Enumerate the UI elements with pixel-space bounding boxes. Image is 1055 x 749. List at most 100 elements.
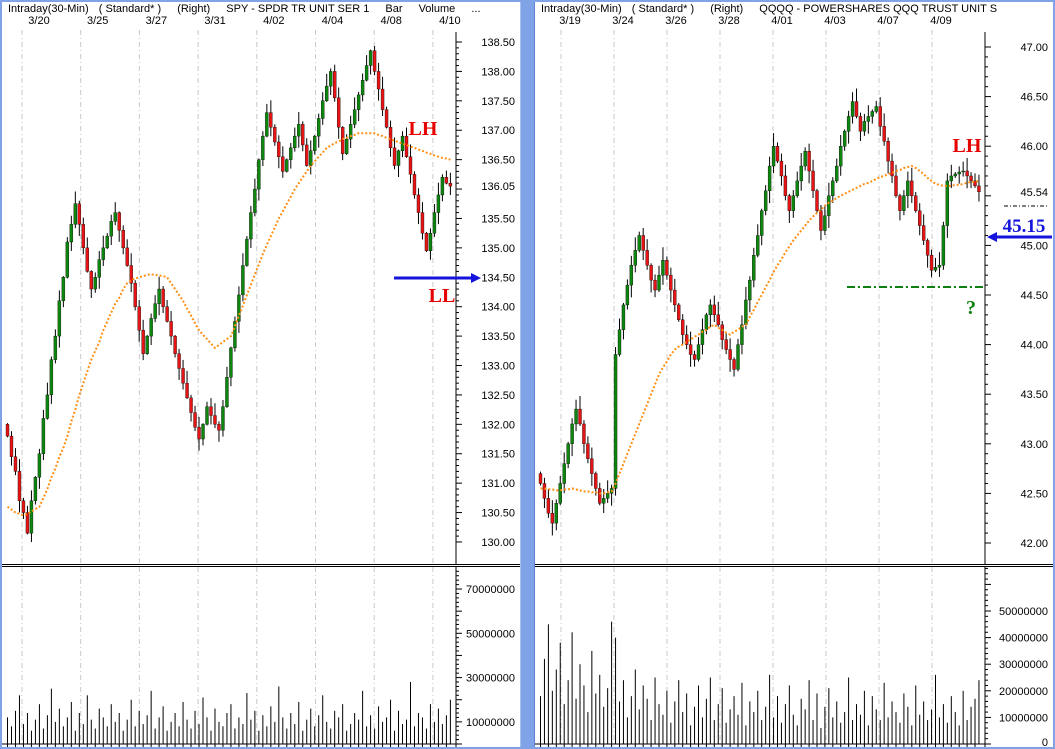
- price-axis-label: 130.50: [481, 508, 515, 520]
- price-axis-label: 137.50: [481, 96, 515, 108]
- volume-axis-label: 50000000: [999, 606, 1048, 618]
- price-axis: 138.50 138.00 137.50 137.00 136.50 136.05 135.…: [455, 32, 515, 564]
- date-label: 3/24: [612, 15, 634, 27]
- price-axis-label: 134.50: [481, 272, 515, 284]
- pane-divider[interactable]: [2, 564, 520, 567]
- volume-chart[interactable]: 50000000 40000000 30000000 20000000 10000000…: [535, 567, 1053, 747]
- lower-high-label: LH: [953, 135, 982, 157]
- chart-header: Intraday(30-Min) ( Standard* ) (Right) Q…: [535, 2, 1053, 17]
- date-label: 4/03: [824, 15, 846, 27]
- price-chart[interactable]: 47.00 46.50 46.00 45.54 45.00 44.50 44.00 43.50…: [535, 30, 1053, 564]
- price-axis-label: 47.00: [1020, 42, 1048, 54]
- price-axis-label: 44.00: [1020, 340, 1048, 352]
- volume-axis-label: 30000000: [466, 673, 515, 685]
- price-axis-label: 42.50: [1020, 488, 1048, 500]
- date-axis: 3/19 3/24 3/26 3/28 4/01 4/03 4/07 4/09: [535, 15, 1053, 30]
- date-label: 3/31: [204, 15, 226, 27]
- price-axis-label: 46.00: [1020, 141, 1048, 153]
- date-axis: 3/20 3/25 3/27 3/31 4/02 4/04 4/08 4/10: [2, 15, 520, 30]
- price-axis-label: 45.54: [1020, 187, 1048, 199]
- chart-header: Intraday(30-Min) ( Standard* ) (Right) S…: [2, 2, 520, 17]
- price-axis-label: 134.00: [481, 302, 515, 314]
- chart-style-label: Bar: [385, 3, 403, 15]
- date-label: 3/19: [559, 15, 581, 27]
- date-label: 3/25: [86, 15, 109, 27]
- price-axis-label: 138.00: [481, 66, 515, 78]
- candles-layer: [5, 45, 453, 543]
- price-axis: 47.00 46.50 46.00 45.54 45.00 44.50 44.00 43.50…: [984, 32, 1048, 564]
- volume-axis: 70000000 50000000 30000000 10000000: [455, 567, 515, 747]
- price-axis-label: 138.50: [481, 37, 515, 49]
- volume-axis-label: 10000000: [999, 712, 1048, 724]
- template-label: ( Standard* ): [98, 3, 162, 15]
- price-axis-label: 45.00: [1020, 240, 1048, 252]
- symbol-label: SPY - SPDR TR UNIT SER 1: [226, 3, 370, 15]
- price-axis-label: 46.50: [1020, 92, 1048, 104]
- spy-chart-panel: Intraday(30-Min) ( Standard* ) (Right) S…: [2, 2, 520, 747]
- price-axis-label: 43.50: [1020, 389, 1048, 401]
- price-chart[interactable]: 138.50 138.00 137.50 137.00 136.50 136.05 135.…: [2, 30, 520, 564]
- volume-axis-label: 30000000: [999, 659, 1048, 671]
- price-axis-label: 135.00: [481, 243, 515, 255]
- volume-axis-label: 40000000: [999, 633, 1048, 645]
- price-axis-label: 133.00: [481, 361, 515, 373]
- price-axis-label: 132.00: [481, 419, 515, 431]
- price-axis-label: 43.00: [1020, 439, 1048, 451]
- price-axis-label: 44.50: [1020, 290, 1048, 302]
- price-axis-label: 136.05: [481, 181, 515, 193]
- price-axis-label: 137.00: [481, 125, 515, 137]
- indicator-label: Volume: [418, 3, 456, 15]
- price-axis-label: 131.50: [481, 449, 515, 461]
- symbol-label: QQQQ - POWERSHARES QQQ TRUST UNIT S: [759, 3, 998, 15]
- price-axis-label: 133.50: [481, 331, 515, 343]
- price-axis-label: 132.50: [481, 390, 515, 402]
- moving-average-line: [6, 132, 451, 517]
- volume-axis-label: 50000000: [466, 628, 515, 640]
- annotations-layer: LH 45.15?: [847, 135, 1052, 319]
- volume-axis-label: 70000000: [466, 584, 515, 596]
- lower-low-arrow-head: [471, 273, 481, 283]
- panel-splitter[interactable]: [520, 2, 535, 747]
- gridlines: [21, 567, 434, 744]
- template-label: ( Standard* ): [631, 3, 695, 15]
- question-mark-label: ?: [966, 297, 976, 319]
- date-label: 4/07: [877, 15, 899, 27]
- date-label: 4/10: [439, 15, 461, 27]
- lower-high-label: LH: [409, 118, 438, 140]
- timeframe-label: Intraday(30-Min): [541, 3, 622, 15]
- volume-axis-label: 10000000: [466, 717, 515, 729]
- date-label: 3/20: [28, 15, 50, 27]
- scale-label: (Right): [710, 3, 744, 15]
- price-axis-label: 135.50: [481, 213, 515, 225]
- date-label: 3/27: [145, 15, 168, 27]
- volume-chart[interactable]: 70000000 50000000 30000000 10000000: [2, 567, 520, 747]
- date-label: 3/28: [718, 15, 740, 27]
- lower-low-label: LL: [429, 285, 456, 307]
- price-level-arrow-head: [987, 232, 997, 242]
- date-label: 4/02: [263, 15, 285, 27]
- date-label: 4/04: [321, 15, 344, 27]
- price-axis-label: 136.50: [481, 155, 515, 167]
- date-label: 4/01: [771, 15, 793, 27]
- volume-axis-label: 0: [1042, 737, 1048, 747]
- gridlines: [21, 30, 434, 564]
- date-label: 3/26: [665, 15, 687, 27]
- date-label: 4/08: [380, 15, 402, 27]
- annotations-layer: LH LL: [394, 118, 481, 307]
- qqqq-chart-panel: Intraday(30-Min) ( Standard* ) (Right) Q…: [535, 2, 1053, 747]
- price-axis-label: 131.00: [481, 478, 515, 490]
- moving-average-line: [540, 164, 980, 495]
- candles-layer: [538, 88, 981, 536]
- volume-axis: 50000000 40000000 30000000 20000000 10000000…: [984, 567, 1048, 747]
- volume-bars-layer: [7, 682, 451, 747]
- price-level-label: 45.15: [1003, 216, 1046, 237]
- date-label: 4/09: [930, 15, 952, 27]
- price-axis-label: 42.00: [1020, 538, 1048, 550]
- scale-label: (Right): [177, 3, 211, 15]
- timeframe-label: Intraday(30-Min): [8, 3, 89, 15]
- pane-divider[interactable]: [535, 564, 1053, 567]
- price-axis-label: 130.00: [481, 537, 515, 549]
- volume-axis-label: 20000000: [999, 686, 1048, 698]
- volume-bars-layer: [540, 621, 980, 747]
